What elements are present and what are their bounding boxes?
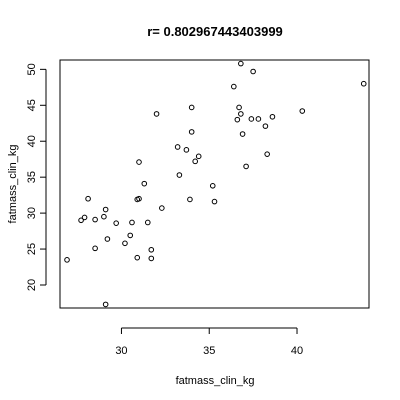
data-point: [101, 213, 107, 220]
data-point: [85, 195, 91, 202]
plot-frame: [59, 59, 370, 309]
data-point: [211, 198, 218, 205]
data-point: [78, 217, 84, 224]
data-point: [148, 246, 155, 253]
chart-title: r= 0.802967443403999: [147, 24, 283, 39]
y-axis: 20 25 30 35 40 45 50: [26, 63, 47, 291]
data-point: [102, 206, 109, 213]
data-point: [188, 104, 195, 111]
data-point: [262, 123, 269, 129]
y-axis-label: fatmass_clin_kg: [7, 145, 19, 224]
data-point: [144, 219, 151, 226]
data-point: [92, 245, 98, 252]
data-point: [176, 172, 183, 178]
data-point: [195, 153, 202, 160]
x-tick-label: 40: [291, 345, 303, 357]
data-point: [209, 182, 216, 189]
data-point: [127, 232, 134, 239]
data-point: [239, 131, 246, 137]
x-axis-label: fatmass_clin_kg: [176, 375, 255, 387]
data-point: [148, 255, 155, 262]
data-point: [238, 60, 244, 67]
y-tick-label: 20: [26, 279, 38, 291]
data-point: [188, 129, 195, 135]
y-tick-label: 45: [26, 99, 38, 111]
x-tick-label: 35: [203, 345, 215, 357]
data-point: [255, 116, 262, 122]
data-point: [64, 257, 70, 263]
data-point: [192, 158, 198, 165]
data-points: [64, 60, 367, 308]
x-axis: 30 35 40: [115, 327, 303, 357]
y-tick-label: 50: [26, 63, 38, 75]
y-tick-label: 30: [26, 207, 38, 219]
data-point: [174, 144, 181, 150]
data-point: [236, 104, 242, 111]
data-point: [122, 240, 128, 247]
data-point: [187, 196, 193, 203]
data-point: [92, 216, 98, 223]
data-point: [234, 116, 241, 123]
data-point: [183, 147, 190, 153]
data-point: [81, 214, 88, 221]
data-point: [360, 80, 367, 87]
data-point: [159, 205, 165, 211]
data-point: [113, 220, 119, 226]
data-point: [269, 113, 276, 120]
data-point: [299, 108, 306, 114]
data-point: [231, 83, 237, 90]
data-point: [134, 254, 141, 261]
y-tick-label: 40: [26, 135, 38, 147]
data-point: [250, 68, 256, 75]
y-tick-label: 35: [26, 171, 38, 183]
data-point: [248, 116, 255, 122]
data-point: [141, 180, 148, 187]
data-point: [129, 219, 135, 226]
y-tick-label: 25: [26, 243, 38, 255]
data-point: [153, 111, 160, 117]
data-point: [136, 195, 142, 202]
data-point: [104, 236, 111, 242]
x-tick-label: 30: [115, 345, 127, 357]
data-point: [243, 163, 249, 170]
data-point: [102, 301, 109, 308]
data-point: [136, 159, 142, 165]
data-point: [264, 151, 270, 157]
data-point: [238, 111, 244, 117]
